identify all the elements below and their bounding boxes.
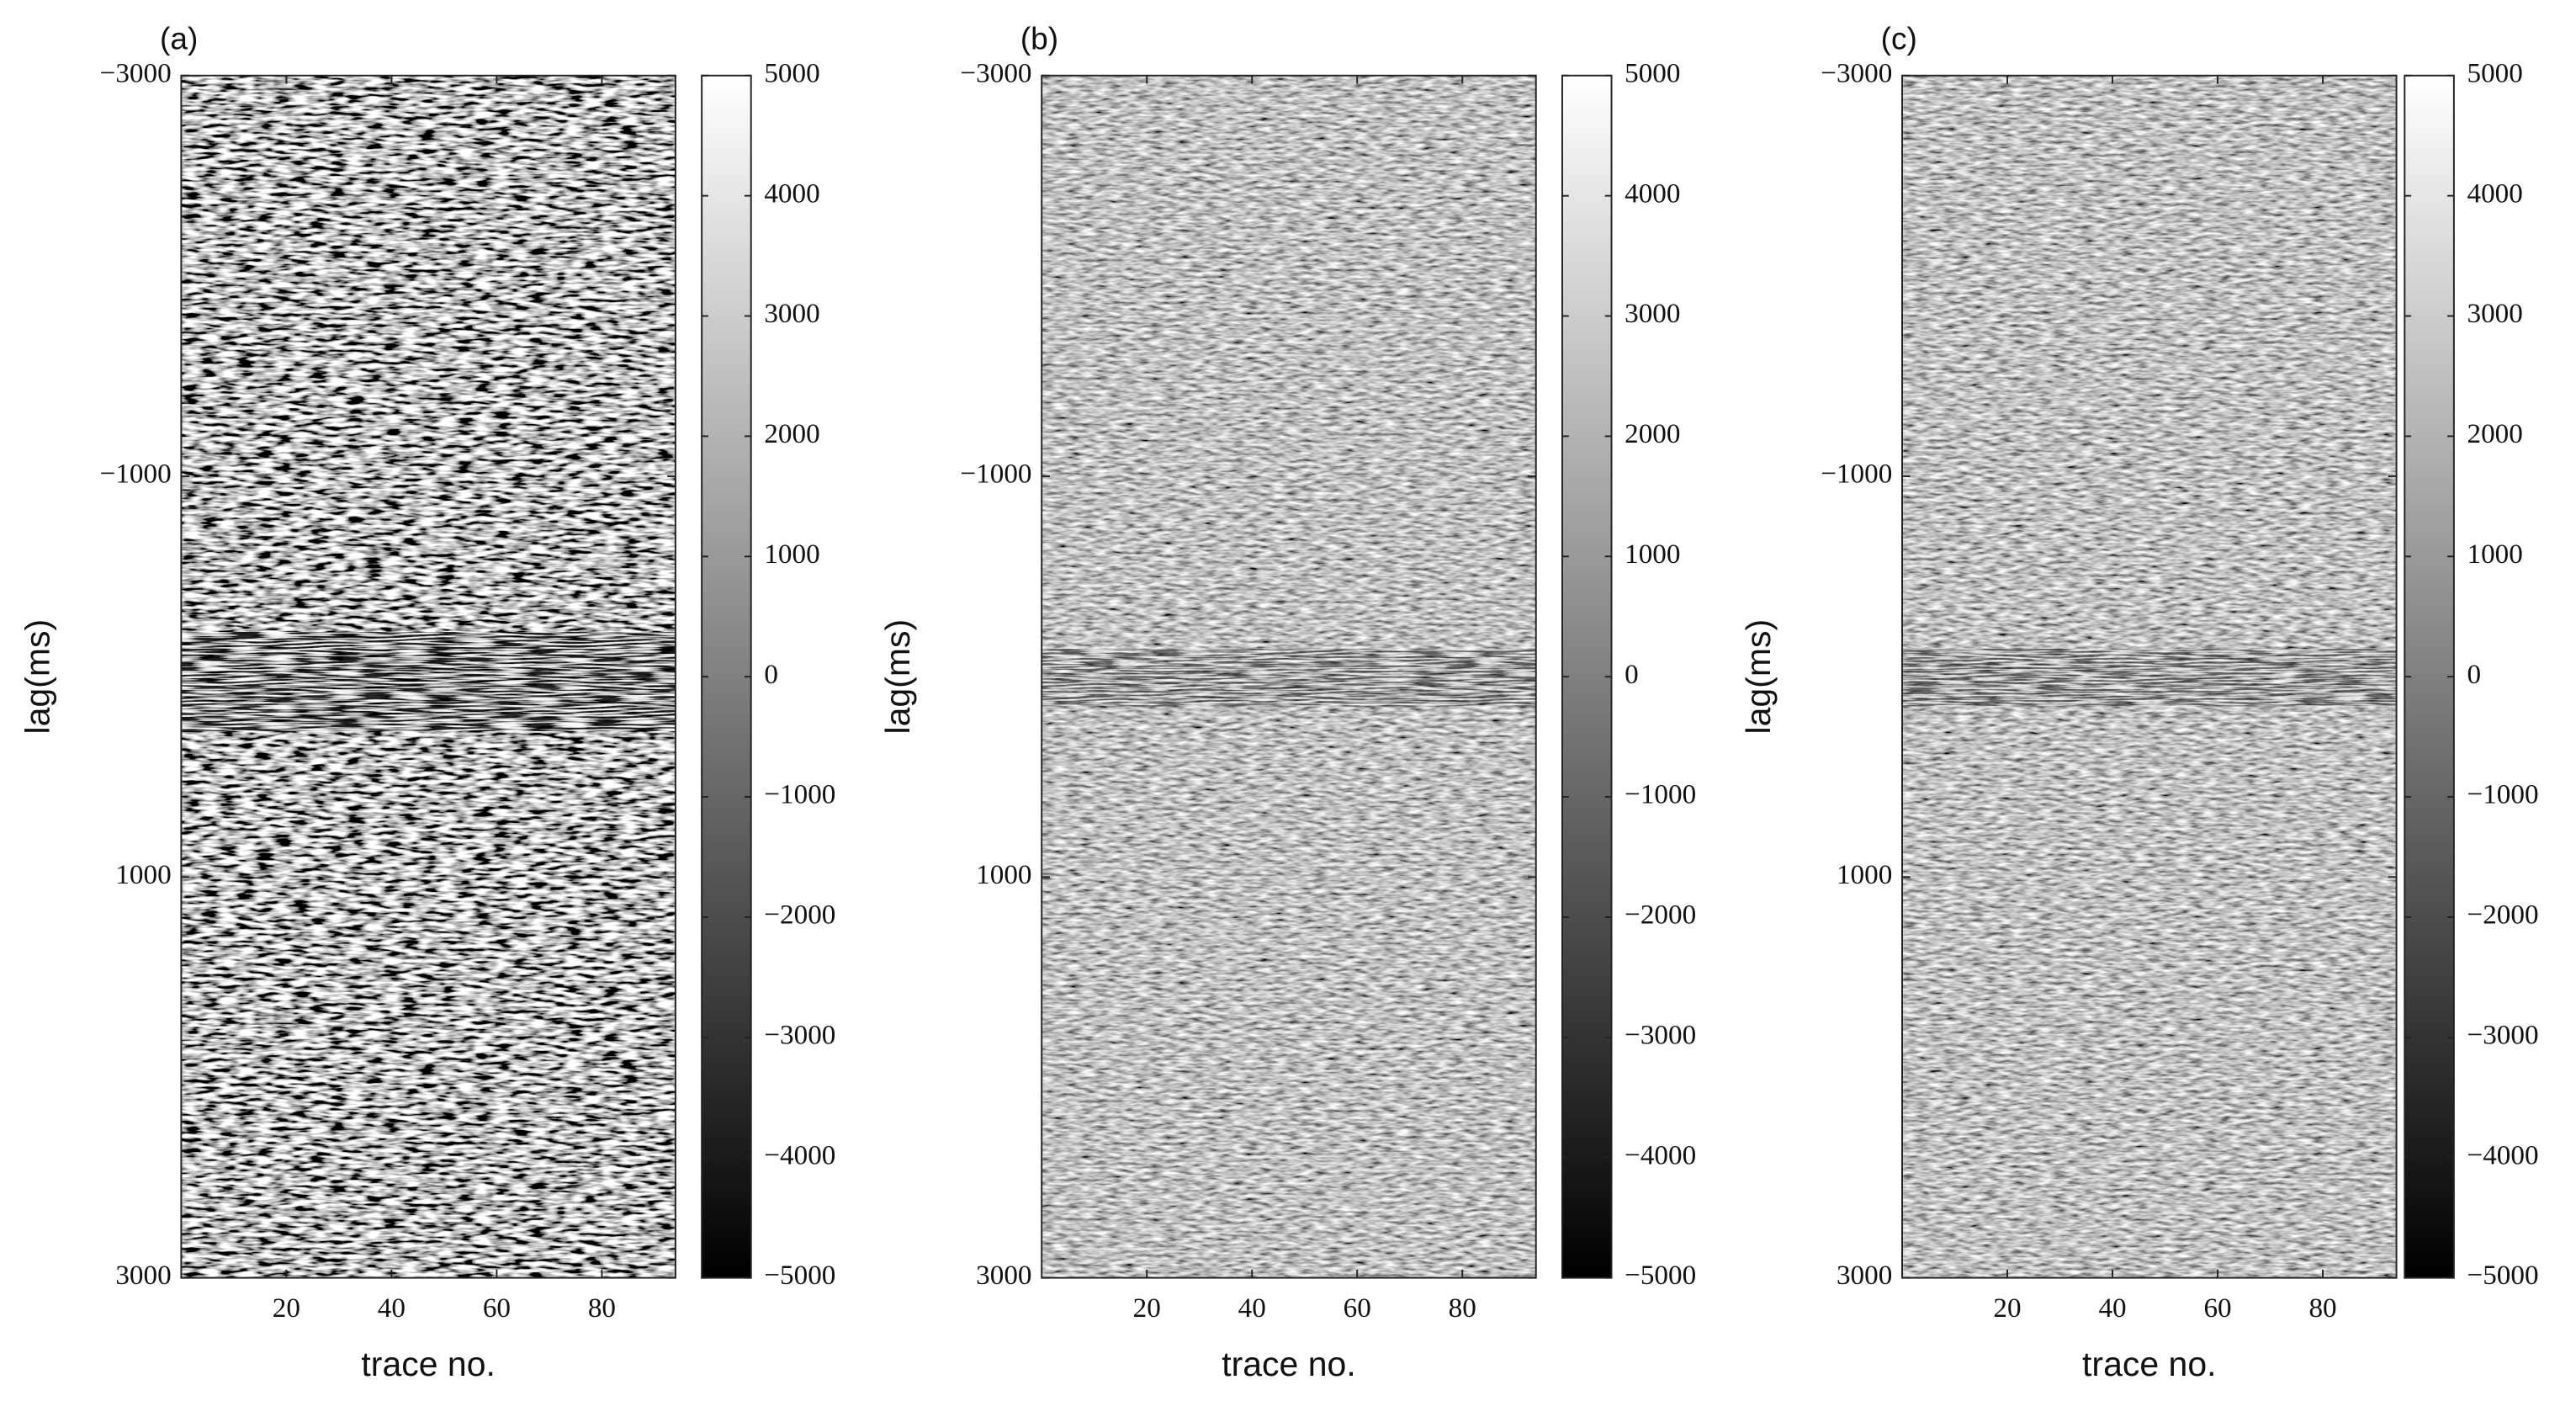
- y-tick-label: 3000: [976, 1260, 1031, 1291]
- x-tick-label: 20: [1993, 1292, 2021, 1324]
- colorbar-tick-label: −2000: [764, 900, 835, 931]
- image-band: [1042, 649, 1536, 707]
- x-tick-label: 40: [1238, 1292, 1266, 1324]
- colorbar-tick-label: 1000: [764, 539, 819, 570]
- colorbar-tick-label: −3000: [2467, 1019, 2538, 1050]
- y-tick-label: 1000: [976, 859, 1031, 890]
- colorbar-tick-label: −1000: [764, 779, 835, 810]
- colorbar-tick-label: −5000: [1625, 1260, 1696, 1291]
- colorbar-tick-label: 4000: [2467, 178, 2522, 209]
- y-axis-label: lag(ms): [1739, 619, 1778, 735]
- y-axis-label: lag(ms): [18, 619, 56, 735]
- colorbar-tick-label: 3000: [2467, 298, 2522, 329]
- x-tick-label: 40: [378, 1292, 405, 1324]
- colorbar-tick-label: 0: [764, 659, 778, 690]
- colorbar-tick-label: 1000: [2467, 539, 2522, 570]
- colorbar-tick-label: 2000: [2467, 418, 2522, 449]
- x-tick-label: 80: [1449, 1292, 1476, 1324]
- colorbar-tick-label: −1000: [1625, 779, 1696, 810]
- colorbar-tick-label: 3000: [1625, 298, 1680, 329]
- y-tick-label: −1000: [960, 459, 1031, 490]
- x-tick-label: 20: [273, 1292, 300, 1324]
- y-tick-label: −3000: [1821, 57, 1892, 88]
- y-tick-label: −3000: [960, 57, 1031, 88]
- panel-label: (c): [1881, 21, 1917, 56]
- y-tick-label: 3000: [115, 1260, 171, 1291]
- colorbar-tick-label: 1000: [1625, 539, 1680, 570]
- x-tick-label: 80: [588, 1292, 616, 1324]
- x-tick-label: 20: [1133, 1292, 1161, 1324]
- y-tick-label: −3000: [100, 57, 172, 88]
- x-tick-label: 60: [483, 1292, 511, 1324]
- colorbar-tick-label: −3000: [1625, 1019, 1696, 1050]
- x-tick-label: 40: [2098, 1292, 2126, 1324]
- image-band: [1902, 649, 2397, 707]
- colorbar-tick-label: 4000: [764, 178, 819, 209]
- colorbar-tick-label: 4000: [1625, 178, 1680, 209]
- panel: 20 40 60 80 −3000 −1000 1000 3000 trace no. lag(m…: [1739, 21, 2539, 1383]
- y-tick-label: 1000: [1837, 859, 1892, 890]
- colorbar-tick-label: −5000: [764, 1260, 835, 1291]
- colorbar-tick-label: −2000: [2467, 900, 2538, 931]
- colorbar-tick-label: 0: [2467, 659, 2481, 690]
- panel: 20 40 60 80 −3000 −1000 1000 3000 trace no. lag(m…: [18, 21, 835, 1383]
- y-axis-label: lag(ms): [878, 619, 917, 735]
- colorbar-tick-label: 5000: [2467, 57, 2522, 88]
- colorbar-tick-label: 0: [1625, 659, 1639, 690]
- y-tick-label: −1000: [1821, 459, 1892, 490]
- y-tick-label: −1000: [100, 459, 172, 490]
- x-tick-label: 60: [2203, 1292, 2231, 1324]
- colorbar: [1561, 74, 1613, 1279]
- colorbar-tick-label: 3000: [764, 298, 819, 329]
- image-band: [181, 632, 676, 731]
- colorbar-tick-label: −5000: [2467, 1260, 2538, 1291]
- panel-label: (b): [1020, 21, 1058, 56]
- plot-frame: [1041, 74, 1537, 1279]
- x-axis-label: trace no.: [1222, 1345, 1355, 1383]
- x-tick-label: 80: [2308, 1292, 2336, 1324]
- colorbar-tick-label: −4000: [764, 1139, 835, 1170]
- colorbar-tick-label: −2000: [1625, 900, 1696, 931]
- y-tick-label: 3000: [1837, 1260, 1892, 1291]
- colorbar-tick-label: −4000: [1625, 1139, 1696, 1170]
- colorbar-tick-label: 2000: [764, 418, 819, 449]
- colorbar-tick-label: 2000: [1625, 418, 1680, 449]
- x-tick-label: 60: [1344, 1292, 1371, 1324]
- colorbar: [701, 74, 752, 1279]
- colorbar-tick-label: 5000: [764, 57, 819, 88]
- colorbar-tick-label: −3000: [764, 1019, 835, 1050]
- colorbar: [2404, 74, 2455, 1279]
- colorbar-tick-label: −4000: [2467, 1139, 2538, 1170]
- plot-frame: [1901, 74, 2398, 1279]
- colorbar-tick-label: 5000: [1625, 57, 1680, 88]
- plot-frame: [180, 74, 676, 1279]
- x-axis-label: trace no.: [2082, 1345, 2216, 1383]
- colorbar-tick-label: −1000: [2467, 779, 2538, 810]
- y-tick-label: 1000: [115, 859, 171, 890]
- x-axis-label: trace no.: [361, 1345, 495, 1383]
- panel-label: (a): [160, 21, 198, 56]
- panel: 20 40 60 80 −3000 −1000 1000 3000 trace no. lag(m…: [878, 21, 1696, 1383]
